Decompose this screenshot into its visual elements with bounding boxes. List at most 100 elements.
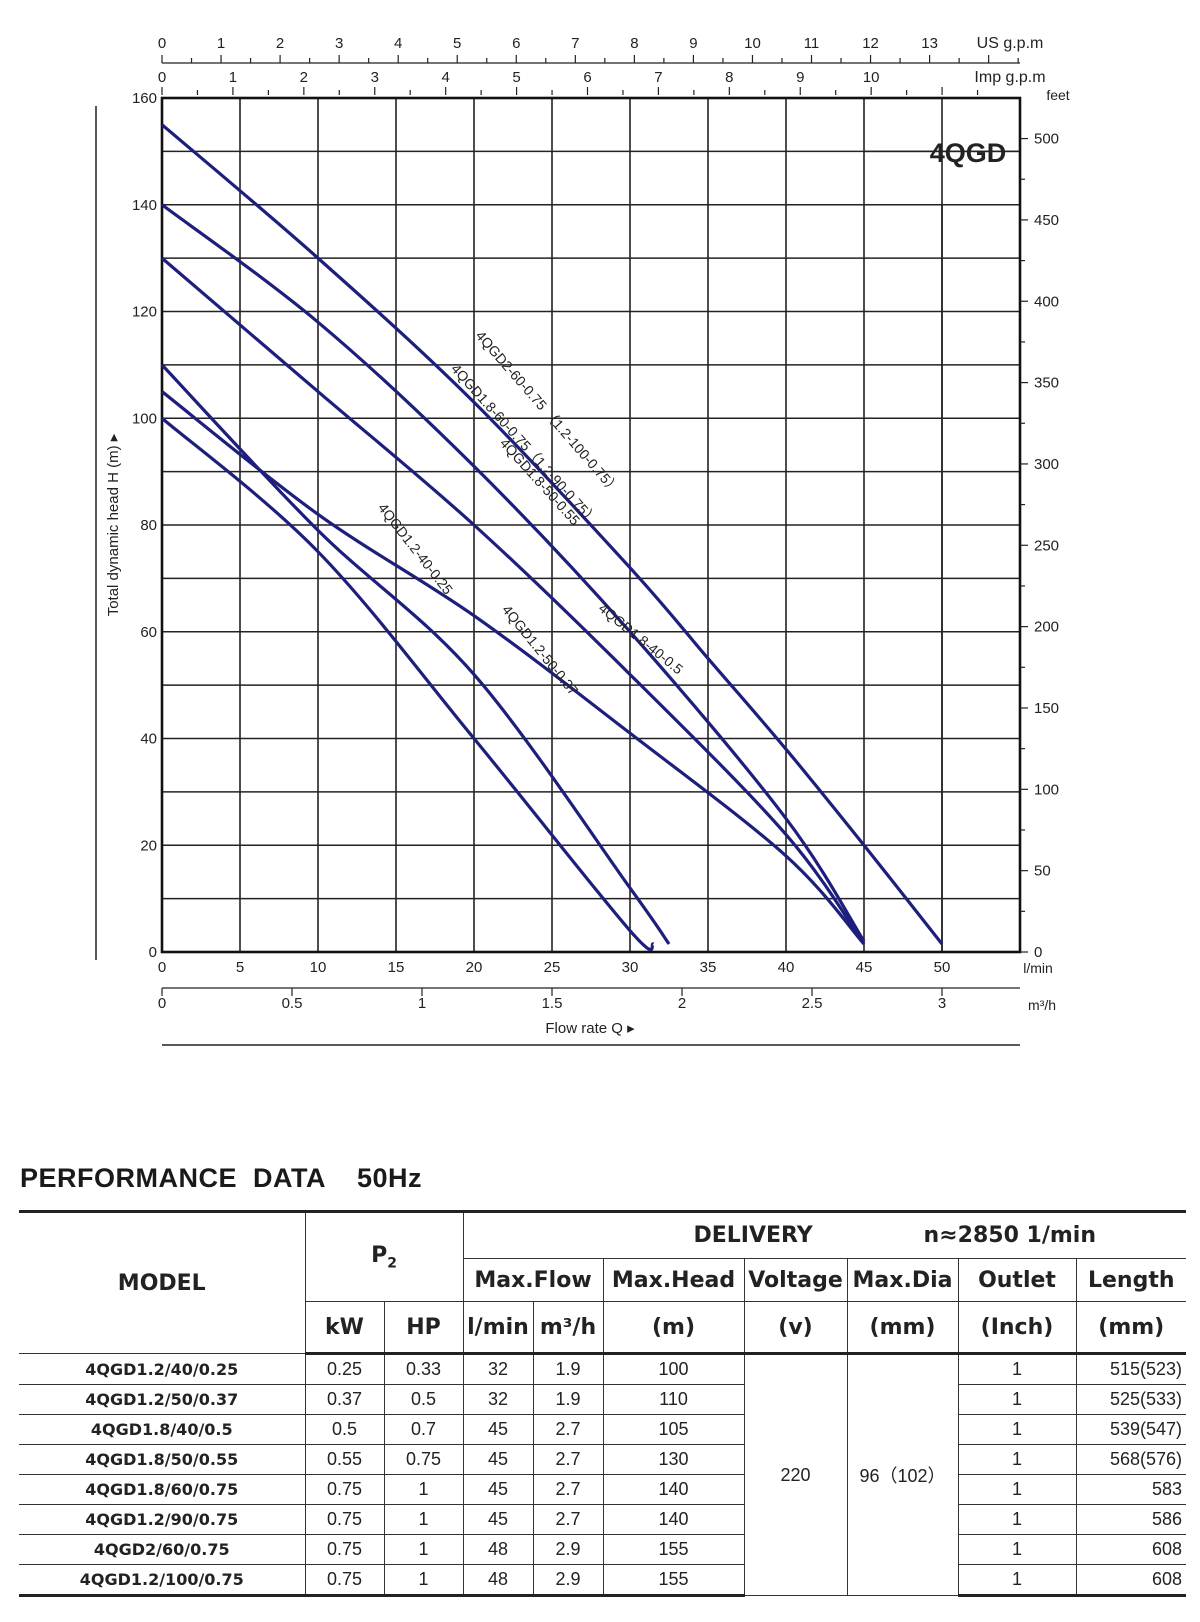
delivery-label: DELIVERY <box>693 1223 813 1248</box>
lmin-cell: 45 <box>462 1444 534 1475</box>
model-cell: 4QGD1.8/60/0.75 <box>19 1474 306 1505</box>
kw-cell: 0.5 <box>304 1414 385 1445</box>
x-unit-label: l/min <box>1023 960 1053 976</box>
performance-title: PERFORMANCE DATA 50Hz <box>20 1163 423 1193</box>
length-header: Length <box>1075 1258 1187 1302</box>
curve-series <box>161 390 866 946</box>
kw-header: kW <box>304 1301 385 1355</box>
x-tick-label: 20 <box>466 959 483 976</box>
max-head-header: Max.Head <box>602 1258 745 1302</box>
x-tick-label: 40 <box>778 959 795 976</box>
feet-tick-label: 150 <box>1034 700 1059 717</box>
hp-cell: 1 <box>383 1474 464 1505</box>
length-unit-header: (mm) <box>1075 1301 1187 1355</box>
performance-table: MODEL P2 DELIVERY n≈2850 1/min Max.Flow M… <box>19 1210 1187 1597</box>
m3h-tick-label: 3 <box>938 995 946 1012</box>
m3h-cell: 2.9 <box>532 1564 604 1597</box>
us-gpm-tick-label: 8 <box>630 35 638 52</box>
table-row: 4QGD1.2/40/0.25 0.25 0.33 32 1.9 100 220 96（102… <box>19 1353 1187 1596</box>
curve-series <box>161 203 866 943</box>
feet-tick-label: 300 <box>1034 456 1059 473</box>
outlet-cell: 1 <box>957 1384 1077 1415</box>
outlet-cell: 1 <box>957 1444 1077 1475</box>
lmin-cell: 48 <box>462 1564 534 1597</box>
imp-gpm-tick-label: 1 <box>229 69 237 86</box>
curve-series <box>160 363 671 945</box>
x-tick-label: 50 <box>934 959 951 976</box>
head-cell: 130 <box>602 1444 745 1475</box>
table-row: 4QGD2/60/0.75 0.75 1 48 2.9 155 1 608 <box>19 1534 1187 1565</box>
y-tick-label: 20 <box>140 837 157 854</box>
model-cell: 4QGD2/60/0.75 <box>19 1534 306 1565</box>
y-tick-label: 80 <box>140 517 157 534</box>
m3h-cell: 2.7 <box>532 1444 604 1475</box>
imp-gpm-tick-label: 3 <box>371 69 379 86</box>
feet-tick-label: 100 <box>1034 781 1059 798</box>
us-gpm-tick-label: 1 <box>217 35 225 52</box>
m3h-tick-label: 2.5 <box>802 995 823 1012</box>
length-cell: 608 <box>1075 1534 1187 1565</box>
lmin-cell: 48 <box>462 1534 534 1565</box>
y-tick-label: 160 <box>132 90 157 107</box>
imp-gpm-tick-label: 5 <box>512 69 520 86</box>
dia-cell: 96（102） <box>846 1353 959 1596</box>
x-tick-label: 15 <box>388 959 405 976</box>
kw-cell: 0.75 <box>304 1564 385 1597</box>
model-cell: 4QGD1.2/90/0.75 <box>19 1504 306 1535</box>
x-tick-label: 10 <box>310 959 327 976</box>
voltage-cell: 220 <box>743 1353 848 1596</box>
voltage-unit-header: (v) <box>743 1301 848 1355</box>
m3h-cell: 2.7 <box>532 1504 604 1535</box>
head-cell: 105 <box>602 1414 745 1445</box>
y-tick-label: 60 <box>140 624 157 641</box>
imp-gpm-tick-label: 6 <box>583 69 591 86</box>
us-gpm-tick-label: 4 <box>394 35 402 52</box>
outlet-cell: 1 <box>957 1474 1077 1505</box>
imp-gpm-tick-label: 7 <box>654 69 662 86</box>
plot-frame <box>160 96 1022 954</box>
feet-tick-label: 400 <box>1034 293 1059 310</box>
y-axis-label: Total dynamic head H (m) ▸ <box>105 433 122 616</box>
length-cell: 583 <box>1075 1474 1187 1505</box>
x-tick-label: 0 <box>158 959 166 976</box>
curve-series <box>160 256 866 945</box>
head-unit-header: (m) <box>602 1301 745 1355</box>
outlet-cell: 1 <box>957 1414 1077 1445</box>
curve-series <box>160 417 655 952</box>
imp-gpm-unit-label: Imp g.p.m <box>974 69 1045 86</box>
outlet-cell: 1 <box>957 1534 1077 1565</box>
table-row: 4QGD1.2/50/0.37 0.37 0.5 32 1.9 110 1 525(533) <box>19 1384 1187 1415</box>
max-dia-header: Max.Dia <box>846 1258 959 1302</box>
model-cell: 4QGD1.8/50/0.55 <box>19 1444 306 1475</box>
m3h-cell: 1.9 <box>532 1384 604 1415</box>
kw-cell: 0.37 <box>304 1384 385 1415</box>
model-cell: 4QGD1.2/40/0.25 <box>19 1353 306 1385</box>
lmin-cell: 45 <box>462 1414 534 1445</box>
m3h-tick-label: 0.5 <box>282 995 303 1012</box>
curve-series <box>160 123 944 945</box>
outlet-header: Outlet <box>957 1258 1077 1302</box>
us-gpm-tick-label: 12 <box>862 35 879 52</box>
m3h-cell: 1.9 <box>532 1353 604 1385</box>
speed-label: n≈2850 1/min <box>923 1223 1097 1248</box>
y-tick-label: 100 <box>132 410 157 427</box>
kw-cell: 0.75 <box>304 1474 385 1505</box>
imp-gpm-tick-label: 4 <box>441 69 449 86</box>
m3h-cell: 2.7 <box>532 1474 604 1505</box>
feet-tick-label: 250 <box>1034 537 1059 554</box>
imp-gpm-tick-label: 9 <box>796 69 804 86</box>
chart-title: 4QGD <box>930 138 1007 168</box>
m3h-unit-label: m³/h <box>1028 997 1056 1013</box>
feet-tick-label: 200 <box>1034 619 1059 636</box>
us-gpm-tick-label: 9 <box>689 35 697 52</box>
us-gpm-tick-label: 2 <box>276 35 284 52</box>
us-gpm-tick-label: 0 <box>158 35 166 52</box>
max-flow-header: Max.Flow <box>462 1258 604 1302</box>
us-gpm-tick-label: 3 <box>335 35 343 52</box>
lmin-cell: 45 <box>462 1474 534 1505</box>
x-tick-label: 35 <box>700 959 717 976</box>
outlet-cell: 1 <box>957 1504 1077 1535</box>
dia-unit-header: (mm) <box>846 1301 959 1355</box>
delivery-header: DELIVERY n≈2850 1/min <box>462 1210 1187 1259</box>
